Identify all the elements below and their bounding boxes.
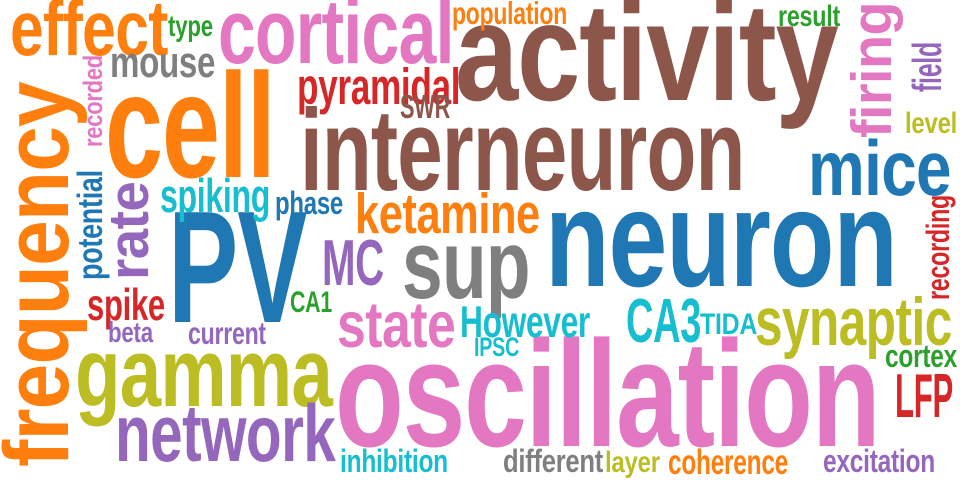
word-ipsc: IPSC (474, 332, 520, 363)
word-inhibition: inhibition (340, 443, 448, 480)
word-sup: sup (402, 210, 531, 320)
word-mouse: mouse (110, 38, 216, 87)
word-different: different (503, 443, 603, 480)
word-population: population (452, 0, 567, 31)
word-phase: phase (275, 185, 343, 222)
word-coherence: coherence (668, 443, 789, 480)
word-synaptic: synaptic (755, 284, 952, 360)
word-beta: beta (108, 317, 153, 350)
word-recorded: recorded (78, 55, 109, 148)
word-neuron: neuron (545, 161, 898, 316)
word-excitation: excitation (823, 443, 935, 480)
word-potential: potential (71, 170, 111, 280)
word-cell: cell (105, 43, 276, 210)
word-oscillation: oscillation (335, 309, 881, 479)
word-network: network (115, 388, 336, 479)
word-gamma: gamma (75, 318, 333, 428)
word-mc: MC (322, 225, 384, 299)
word-activity: activity (455, 0, 839, 130)
word-spiking: spiking (160, 170, 270, 224)
word-ca3: CA3 (626, 287, 702, 357)
word-state: state (337, 287, 456, 361)
word-tida: TIDA (700, 307, 758, 341)
word-rate: rate (98, 181, 162, 280)
word-field: field (904, 42, 951, 92)
word-swr: SWR (400, 88, 451, 127)
word-cortical: cortical (218, 0, 454, 84)
word-spike: spike (87, 280, 165, 330)
word-however: However (460, 297, 590, 347)
word-mice: mice (808, 124, 952, 213)
word-pyramidal: pyramidal (297, 57, 461, 115)
word-cortex: cortex (885, 338, 958, 375)
word-layer: layer (605, 445, 660, 479)
word-recording: recording (920, 194, 957, 300)
word-ca1: CA1 (290, 285, 332, 319)
word-interneuron: interneuron (300, 84, 745, 215)
word-level: level (905, 106, 958, 140)
word-lfp: LFP (895, 362, 953, 432)
word-current: current (188, 315, 266, 351)
word-result: result (778, 0, 841, 33)
word-type: type (168, 9, 213, 43)
word-pv: PV (168, 177, 307, 356)
word-ketamine: ketamine (355, 183, 540, 247)
word-effect: effect (10, 0, 168, 73)
word-firing: firing (841, 2, 905, 139)
